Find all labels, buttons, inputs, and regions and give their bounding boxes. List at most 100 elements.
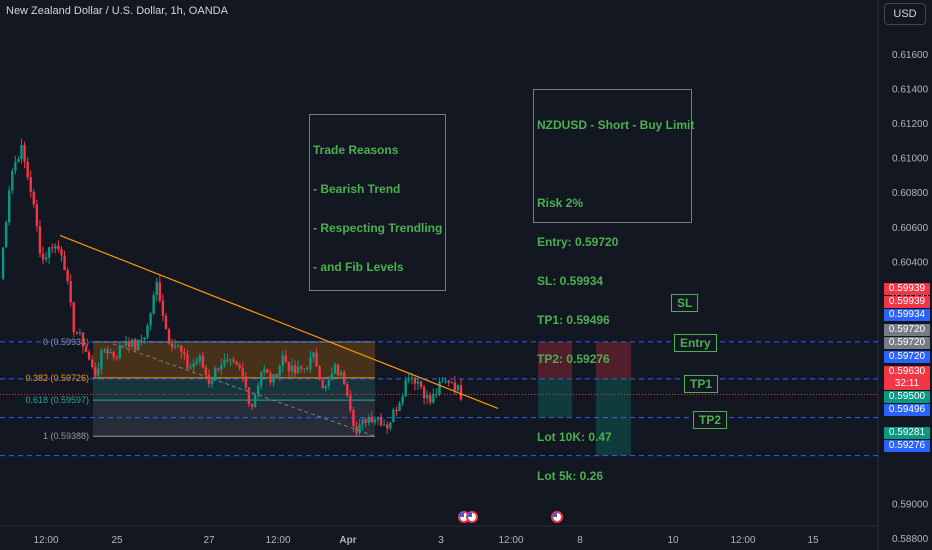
trade-plan-line: Entry: 0.59720: [537, 235, 619, 249]
trade-reasons-line: - and Fib Levels: [313, 260, 404, 274]
price-badge: 0.59939: [884, 296, 930, 308]
sl-tag[interactable]: SL: [671, 294, 699, 312]
candle-body: [352, 410, 355, 427]
x-tick-label: 10: [667, 535, 679, 546]
candle-body: [140, 339, 143, 341]
candle-body: [256, 385, 260, 396]
candle-body: [186, 354, 189, 369]
candle-body: [180, 345, 183, 353]
position-reward-zone: [538, 378, 572, 418]
candle-body: [410, 377, 414, 379]
candle-body: [20, 145, 23, 159]
price-badge: 0.59496: [884, 404, 930, 416]
candle-body: [112, 352, 115, 358]
y-tick-label: 0.60800: [892, 188, 929, 199]
candle-body: [296, 366, 300, 374]
candle-body: [103, 349, 106, 351]
candle-body: [324, 386, 327, 389]
candle-body: [290, 365, 294, 372]
tp2-tag[interactable]: TP2: [693, 411, 728, 429]
candle-body: [72, 302, 75, 333]
candle-body: [373, 419, 377, 423]
candle-body: [177, 345, 180, 347]
candle-body: [281, 355, 284, 367]
candle-body: [84, 346, 88, 352]
candle-body: [189, 367, 192, 369]
candle-body: [127, 341, 131, 347]
candle-body: [198, 355, 201, 362]
us-flag-event-icon: [466, 511, 478, 523]
candle-body: [422, 387, 426, 399]
candle-body: [429, 395, 432, 403]
trade-reasons-note[interactable]: Trade Reasons - Bearish Trend - Respecti…: [309, 114, 446, 291]
trade-plan-line: TP2: 0.59276: [537, 352, 610, 366]
candle-body: [287, 361, 291, 372]
candle-body: [299, 366, 303, 369]
y-tick-label: 0.60600: [892, 223, 929, 234]
price-badge: 0.59720: [884, 351, 930, 363]
x-tick-label: 12:00: [265, 535, 290, 546]
candle-body: [229, 359, 232, 361]
candle-body: [51, 247, 54, 249]
trade-reasons-line: - Respecting Trendling: [313, 221, 443, 235]
candle-body: [106, 349, 109, 354]
trade-plan-line: Lot 10K: 0.47: [537, 430, 612, 444]
candle-body: [4, 222, 8, 248]
entry-tag[interactable]: Entry: [674, 334, 717, 352]
candle-body: [213, 368, 217, 381]
candle-body: [32, 191, 36, 205]
x-tick-label: 12:00: [33, 535, 58, 546]
price-badge: 0.59276: [884, 440, 930, 452]
event-flag-canton: [468, 513, 472, 517]
trade-plan-line: [537, 158, 688, 171]
candle-body: [370, 416, 374, 423]
y-tick-label: 0.58800: [892, 534, 929, 545]
price-badge: 0.59720: [884, 337, 930, 349]
chart-title: New Zealand Dollar / U.S. Dollar, 1h, OA…: [6, 5, 228, 17]
candle-body: [134, 339, 137, 351]
trend-line: [59, 234, 499, 409]
candle-body: [278, 366, 281, 378]
y-tick-label: 0.61400: [892, 84, 929, 95]
trade-plan-note[interactable]: NZDUSD - Short - Buy Limit Risk 2% Entry…: [533, 89, 694, 483]
candle-body: [241, 368, 244, 377]
candle-body: [395, 409, 398, 412]
candle-body: [14, 161, 17, 171]
x-tick-label: 25: [111, 535, 123, 546]
tp1-tag[interactable]: TP1: [684, 375, 719, 393]
candle-body: [404, 380, 407, 397]
candle-body: [358, 424, 361, 434]
currency-button[interactable]: USD: [884, 3, 926, 25]
candle-body: [346, 384, 349, 396]
x-tick-label: 12:00: [498, 535, 523, 546]
candle-body: [361, 419, 364, 425]
candle-body: [284, 355, 288, 362]
candle-body: [447, 380, 450, 383]
countdown-badge: 32:11: [884, 378, 930, 390]
candle-body: [54, 245, 57, 249]
candle-body: [155, 282, 158, 296]
candle-body: [97, 368, 100, 376]
trade-plan-line: Risk 2%: [537, 196, 584, 210]
candle-body: [367, 416, 370, 423]
candle-body: [63, 255, 66, 271]
event-flag-canton: [553, 513, 557, 517]
candle-body: [379, 417, 383, 426]
candle-body: [386, 424, 389, 429]
price-badge: 0.59630: [884, 366, 930, 378]
candle-body: [8, 190, 11, 223]
candle-body: [389, 422, 392, 429]
candle-body: [109, 352, 112, 354]
candle-body: [293, 365, 297, 374]
candle-body: [266, 369, 269, 373]
fib-trend-line: [112, 343, 376, 437]
candle-body: [78, 332, 82, 334]
candle-body: [456, 385, 460, 391]
fib-zone-0382-0618: [93, 377, 375, 401]
candle-body: [419, 381, 423, 388]
candle-body: [244, 376, 248, 388]
candle-body: [87, 351, 91, 360]
trade-plan-line: SL: 0.59934: [537, 274, 604, 288]
candle-body: [364, 419, 367, 423]
